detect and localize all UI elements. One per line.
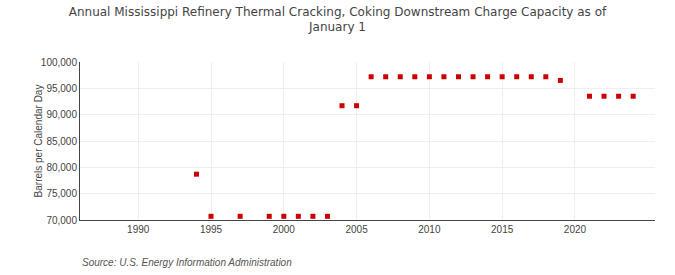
svg-text:2005: 2005 [345,224,368,235]
svg-text:Barrels per Calendar Day: Barrels per Calendar Day [33,85,44,198]
svg-text:90,000: 90,000 [46,109,77,120]
svg-text:2000: 2000 [273,224,296,235]
svg-text:75,000: 75,000 [46,188,77,199]
svg-text:2010: 2010 [418,224,441,235]
svg-text:70,000: 70,000 [46,215,77,226]
svg-text:1990: 1990 [127,224,150,235]
svg-text:1995: 1995 [200,224,223,235]
svg-text:2015: 2015 [491,224,514,235]
svg-text:100,000: 100,000 [41,57,78,68]
svg-text:80,000: 80,000 [46,162,77,173]
svg-text:Source: U.S. Energy Informatio: Source: U.S. Energy Information Administ… [82,257,292,268]
svg-text:Annual Mississippi Refinery Th: Annual Mississippi Refinery Thermal Crac… [69,5,607,35]
svg-text:2020: 2020 [564,224,587,235]
svg-text:95,000: 95,000 [46,83,77,94]
svg-text:85,000: 85,000 [46,136,77,147]
